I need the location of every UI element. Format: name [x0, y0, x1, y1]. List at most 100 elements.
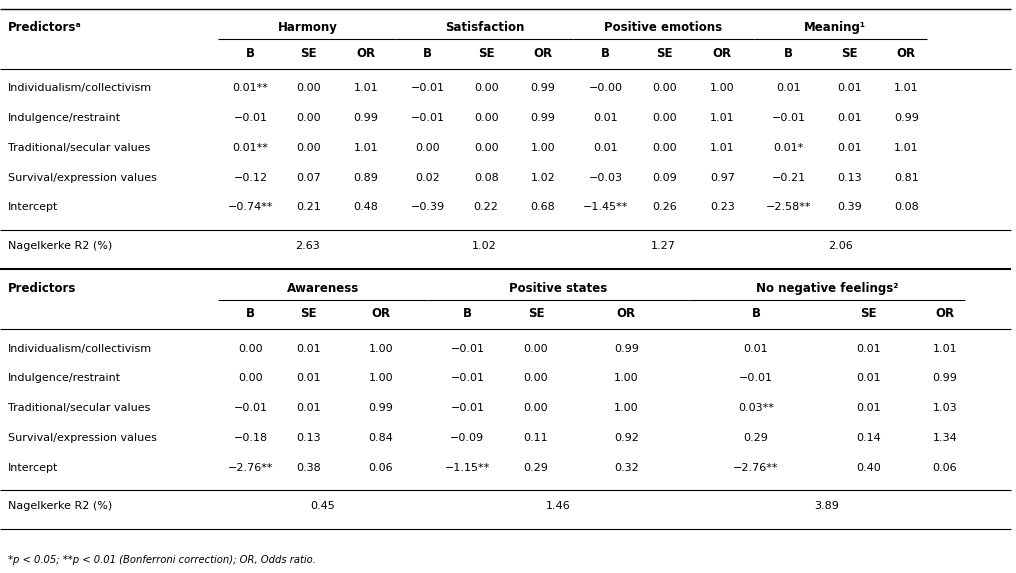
Text: 1.00: 1.00	[369, 374, 393, 383]
Text: 1.34: 1.34	[933, 433, 957, 443]
Text: 1.00: 1.00	[530, 143, 556, 153]
Text: −0.18: −0.18	[234, 433, 267, 443]
Text: 0.99: 0.99	[369, 403, 393, 413]
Text: 0.01: 0.01	[744, 344, 768, 354]
Text: Nagelkerke R2 (%): Nagelkerke R2 (%)	[8, 501, 113, 511]
Text: SE: SE	[478, 47, 495, 60]
Text: 0.01: 0.01	[297, 344, 321, 354]
Text: OR: OR	[713, 47, 732, 60]
Text: SE: SE	[527, 307, 545, 320]
Text: 1.01: 1.01	[894, 83, 918, 93]
Text: 0.08: 0.08	[894, 202, 918, 213]
Text: −0.21: −0.21	[771, 172, 806, 183]
Text: 0.68: 0.68	[530, 202, 556, 213]
Text: Individualism/collectivism: Individualism/collectivism	[8, 83, 152, 93]
Text: 0.92: 0.92	[614, 433, 639, 443]
Text: 1.00: 1.00	[614, 374, 639, 383]
Text: Survival/expression values: Survival/expression values	[8, 433, 157, 443]
Text: 0.99: 0.99	[530, 83, 556, 93]
Text: −0.39: −0.39	[410, 202, 445, 213]
Text: OR: OR	[897, 47, 915, 60]
Text: 0.81: 0.81	[894, 172, 918, 183]
Text: 0.00: 0.00	[652, 113, 677, 123]
Text: −0.01: −0.01	[410, 83, 445, 93]
Text: 0.06: 0.06	[933, 463, 957, 473]
Text: −0.01: −0.01	[450, 344, 485, 354]
Text: −2.58**: −2.58**	[766, 202, 811, 213]
Text: 0.29: 0.29	[523, 463, 549, 473]
Text: 0.00: 0.00	[297, 83, 321, 93]
Text: SE: SE	[841, 47, 858, 60]
Text: 0.00: 0.00	[523, 403, 549, 413]
Text: 0.00: 0.00	[238, 374, 263, 383]
Text: −1.45**: −1.45**	[583, 202, 628, 213]
Text: B: B	[601, 47, 610, 60]
Text: 0.23: 0.23	[710, 202, 735, 213]
Text: 0.06: 0.06	[369, 463, 393, 473]
Text: 0.03**: 0.03**	[738, 403, 774, 413]
Text: 0.00: 0.00	[473, 83, 499, 93]
Text: 0.08: 0.08	[473, 172, 499, 183]
Text: Predictorsᵃ: Predictorsᵃ	[8, 21, 82, 34]
Text: −0.01: −0.01	[739, 374, 773, 383]
Text: 0.01*: 0.01*	[773, 143, 804, 153]
Text: 1.27: 1.27	[651, 241, 676, 251]
Text: 0.29: 0.29	[744, 433, 768, 443]
Text: 0.32: 0.32	[614, 463, 639, 473]
Text: B: B	[246, 307, 255, 320]
Text: 0.97: 0.97	[710, 172, 735, 183]
Text: −0.01: −0.01	[410, 113, 445, 123]
Text: Intercept: Intercept	[8, 202, 59, 213]
Text: B: B	[463, 307, 471, 320]
Text: Indulgence/restraint: Indulgence/restraint	[8, 113, 121, 123]
Text: 0.00: 0.00	[523, 374, 549, 383]
Text: −0.01: −0.01	[234, 113, 267, 123]
Text: 0.99: 0.99	[933, 374, 957, 383]
Text: Predictors: Predictors	[8, 282, 76, 295]
Text: 0.01: 0.01	[856, 344, 881, 354]
Text: B: B	[752, 307, 760, 320]
Text: 1.02: 1.02	[530, 172, 556, 183]
Text: 0.84: 0.84	[369, 433, 393, 443]
Text: 0.00: 0.00	[297, 113, 321, 123]
Text: 0.01: 0.01	[837, 113, 862, 123]
Text: 0.09: 0.09	[652, 172, 677, 183]
Text: −0.09: −0.09	[450, 433, 485, 443]
Text: Harmony: Harmony	[277, 21, 337, 34]
Text: 1.00: 1.00	[614, 403, 639, 413]
Text: −1.15**: −1.15**	[445, 463, 490, 473]
Text: Traditional/secular values: Traditional/secular values	[8, 403, 150, 413]
Text: Awareness: Awareness	[287, 282, 359, 295]
Text: 1.00: 1.00	[369, 344, 393, 354]
Text: SE: SE	[301, 47, 317, 60]
Text: B: B	[784, 47, 792, 60]
Text: 1.46: 1.46	[546, 501, 570, 511]
Text: Indulgence/restraint: Indulgence/restraint	[8, 374, 121, 383]
Text: −0.74**: −0.74**	[228, 202, 273, 213]
Text: B: B	[424, 47, 432, 60]
Text: 0.00: 0.00	[523, 344, 549, 354]
Text: 0.01: 0.01	[776, 83, 801, 93]
Text: 1.01: 1.01	[354, 83, 378, 93]
Text: 1.02: 1.02	[472, 241, 497, 251]
Text: 0.01: 0.01	[856, 403, 881, 413]
Text: −0.03: −0.03	[588, 172, 623, 183]
Text: *p < 0.05; **p < 0.01 (Bonferroni correction); OR, Odds ratio.: *p < 0.05; **p < 0.01 (Bonferroni correc…	[8, 555, 316, 565]
Text: 2.06: 2.06	[828, 241, 852, 251]
Text: 0.00: 0.00	[238, 344, 263, 354]
Text: 0.01: 0.01	[297, 374, 321, 383]
Text: SE: SE	[861, 307, 877, 320]
Text: 0.22: 0.22	[473, 202, 499, 213]
Text: 0.39: 0.39	[837, 202, 862, 213]
Text: 2.63: 2.63	[295, 241, 320, 251]
Text: 1.01: 1.01	[354, 143, 378, 153]
Text: 0.00: 0.00	[652, 143, 677, 153]
Text: 0.01: 0.01	[593, 113, 618, 123]
Text: 0.02: 0.02	[416, 172, 440, 183]
Text: 0.01: 0.01	[837, 143, 862, 153]
Text: −2.76**: −2.76**	[228, 463, 273, 473]
Text: Meaning¹: Meaning¹	[804, 21, 867, 34]
Text: Intercept: Intercept	[8, 463, 59, 473]
Text: OR: OR	[936, 307, 954, 320]
Text: −0.01: −0.01	[234, 403, 267, 413]
